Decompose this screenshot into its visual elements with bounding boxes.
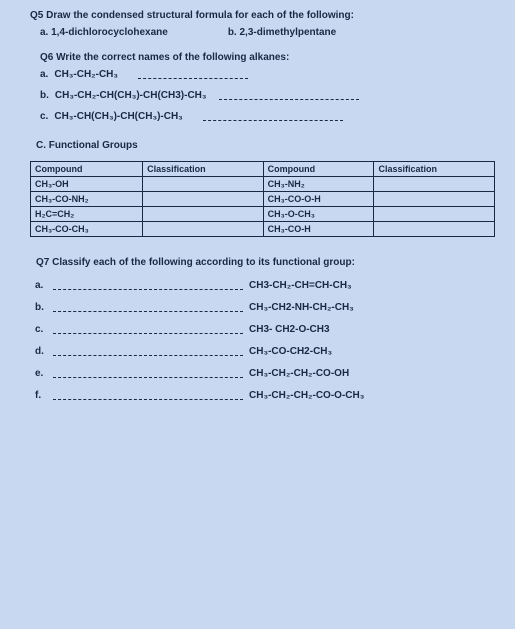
q7-item-formula: CH3-CH₂-CH=CH-CH₃ [249, 280, 352, 291]
q5-header: Q5 Draw the condensed structural formula… [30, 10, 495, 21]
q6-b-formula: CH₃-CH₂-CH(CH₃)-CH(CH3)-CH₃ [55, 90, 207, 101]
table-cell: H₂C=CH₂ [31, 207, 143, 222]
q7-item: a. CH3-CH₂-CH=CH-CH₃ [35, 280, 495, 291]
table-row: CH₃-CO-NH₂ CH₃-CO-O-H [31, 192, 495, 207]
blank-line [53, 370, 243, 378]
q7-item-formula: CH₃-CH2-NH-CH₂-CH₃ [249, 302, 354, 313]
table-header: Classification [374, 162, 495, 177]
blank-line [219, 92, 359, 100]
blank-line [53, 392, 243, 400]
q6-c: c. CH₃-CH(CH₃)-CH(CH₃)-CH₃ [40, 111, 495, 122]
q7-header: Q7 Classify each of the following accord… [36, 257, 495, 268]
blank-line [53, 304, 243, 312]
q6-a: a. CH₃-CH₂-CH₃ [40, 69, 495, 80]
table-cell: CH₃-CO-O-H [263, 192, 374, 207]
table-cell [374, 222, 495, 237]
q7-item: b. CH₃-CH2-NH-CH₂-CH₃ [35, 302, 495, 313]
q7-item-label: e. [35, 368, 53, 379]
functional-groups-table: Compound Classification Compound Classif… [30, 161, 495, 237]
table-cell: CH₃-CO-NH₂ [31, 192, 143, 207]
q5-subs: a. 1,4-dichlorocyclohexane b. 2,3-dimeth… [40, 27, 495, 38]
q7-item-formula: CH3- CH2-O-CH3 [249, 324, 330, 335]
table-cell [143, 192, 263, 207]
table-header: Compound [31, 162, 143, 177]
question-7: Q7 Classify each of the following accord… [30, 257, 495, 401]
table-cell: CH₃-CO-CH₃ [31, 222, 143, 237]
table-cell [143, 207, 263, 222]
q7-item: d. CH₃-CO-CH2-CH₃ [35, 346, 495, 357]
q7-item-formula: CH₃-CH₂-CH₂-CO-O-CH₃ [249, 390, 364, 401]
q5-a: a. 1,4-dichlorocyclohexane [40, 27, 168, 38]
q7-item-formula: CH₃-CO-CH2-CH₃ [249, 346, 332, 357]
table-header: Compound [263, 162, 374, 177]
q6-header: Q6 Write the correct names of the follow… [40, 52, 495, 63]
table-cell [374, 177, 495, 192]
q7-item-label: a. [35, 280, 53, 291]
table-cell [374, 207, 495, 222]
q6-b-label: b. [40, 90, 49, 101]
question-6: Q6 Write the correct names of the follow… [30, 52, 495, 122]
table-cell [143, 222, 263, 237]
table-cell: CH₃-CO-H [263, 222, 374, 237]
table-cell: CH₃-OH [31, 177, 143, 192]
q5-b: b. 2,3-dimethylpentane [228, 27, 336, 38]
table-header: Classification [143, 162, 263, 177]
section-c-header: C. Functional Groups [36, 140, 495, 151]
q7-item-label: d. [35, 346, 53, 357]
q7-item: c. CH3- CH2-O-CH3 [35, 324, 495, 335]
table-row: CH₃-OH CH₃-NH₂ [31, 177, 495, 192]
table-cell: CH₃-O-CH₃ [263, 207, 374, 222]
table-row: H₂C=CH₂ CH₃-O-CH₃ [31, 207, 495, 222]
blank-line [53, 282, 243, 290]
q6-c-label: c. [40, 111, 48, 122]
table-header-row: Compound Classification Compound Classif… [31, 162, 495, 177]
q7-item: f. CH₃-CH₂-CH₂-CO-O-CH₃ [35, 390, 495, 401]
q7-item-label: c. [35, 324, 53, 335]
table-cell [143, 177, 263, 192]
table-row: CH₃-CO-CH₃ CH₃-CO-H [31, 222, 495, 237]
q7-item-label: b. [35, 302, 53, 313]
table-cell [374, 192, 495, 207]
blank-line [53, 326, 243, 334]
q6-c-formula: CH₃-CH(CH₃)-CH(CH₃)-CH₃ [54, 111, 182, 122]
blank-line [53, 348, 243, 356]
q7-item: e. CH₃-CH₂-CH₂-CO-OH [35, 368, 495, 379]
blank-line [203, 113, 343, 121]
q6-a-label: a. [40, 69, 48, 80]
q6-a-formula: CH₃-CH₂-CH₃ [54, 69, 118, 80]
q6-b: b. CH₃-CH₂-CH(CH₃)-CH(CH3)-CH₃ [40, 90, 495, 101]
q7-item-formula: CH₃-CH₂-CH₂-CO-OH [249, 368, 349, 379]
table-cell: CH₃-NH₂ [263, 177, 374, 192]
question-5: Q5 Draw the condensed structural formula… [30, 10, 495, 38]
blank-line [138, 71, 248, 79]
q7-item-label: f. [35, 390, 53, 401]
